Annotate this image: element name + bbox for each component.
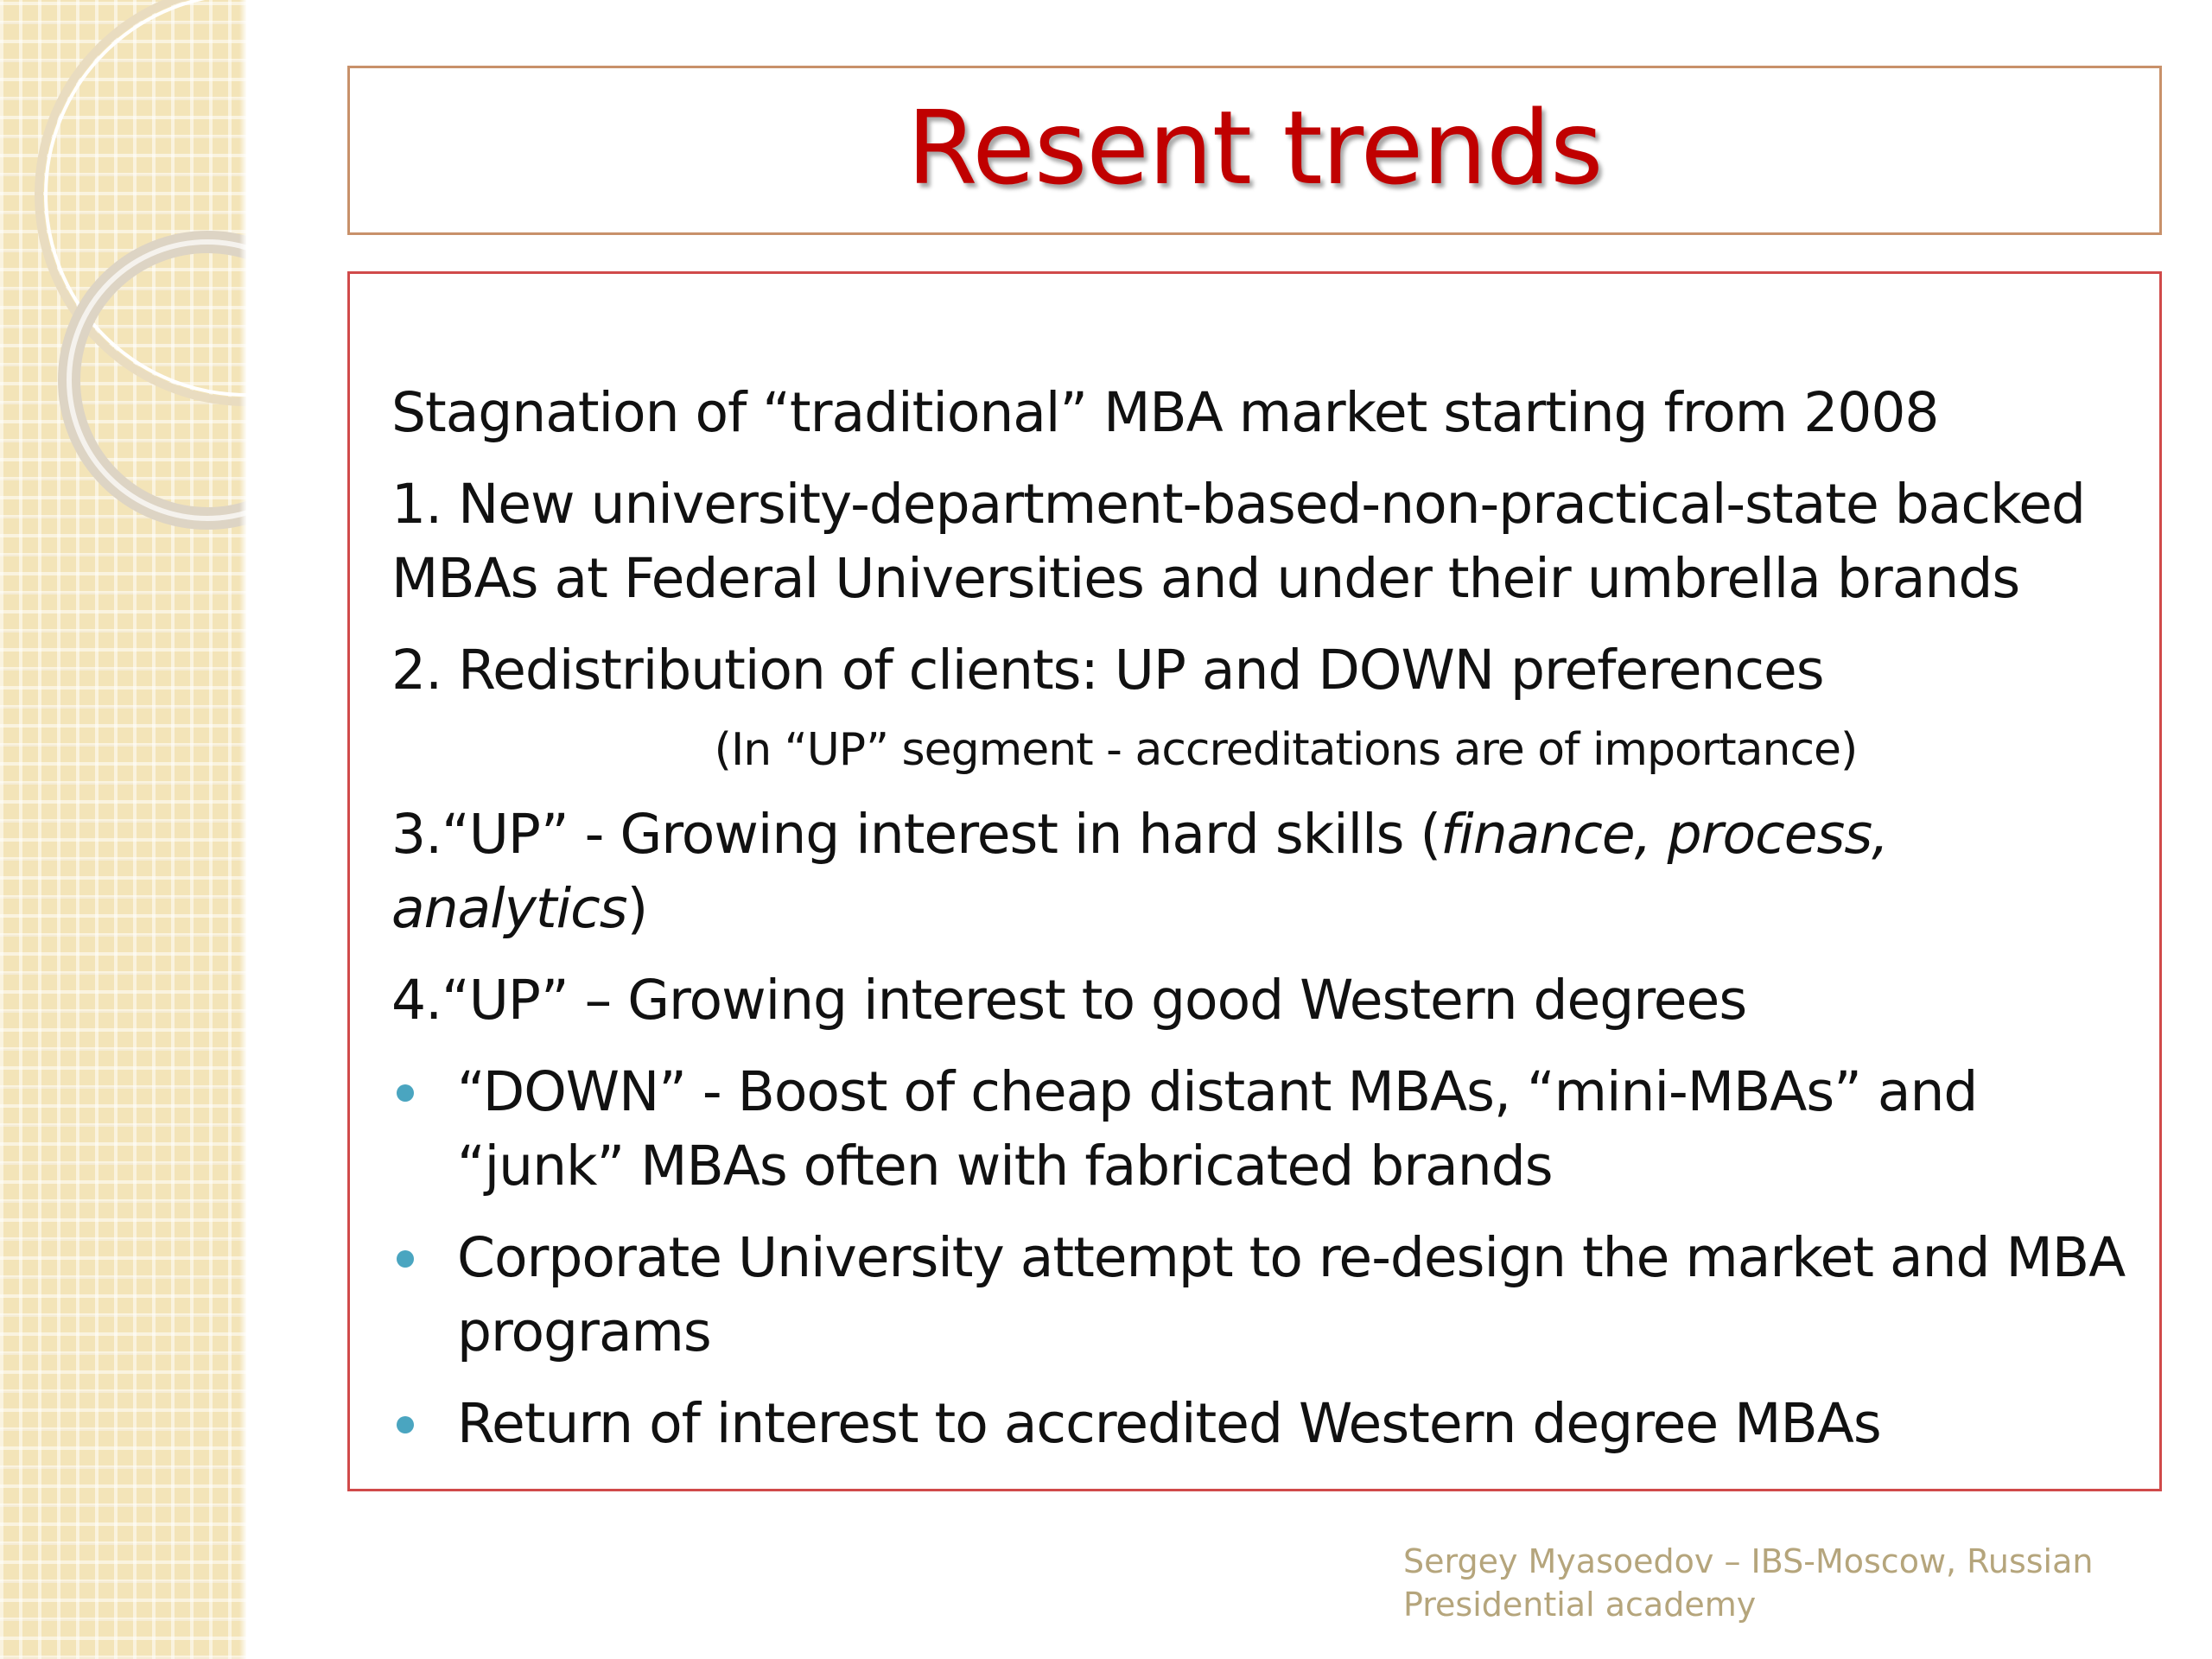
- content-line: 4.“UP” – Growing interest to good Wester…: [391, 969, 1747, 1032]
- title-box: Resent trends: [347, 66, 2162, 235]
- footer-line: Presidential academy: [1403, 1586, 1757, 1624]
- content-line-part: ): [626, 877, 649, 940]
- bullet-item: “DOWN” - Boost of cheap distant MBAs, “m…: [391, 1055, 2145, 1204]
- slide-title: Resent trends: [906, 88, 1604, 207]
- bullet-icon: [397, 1084, 414, 1102]
- content-line-part: 3.“UP” - Growing interest in hard skills…: [391, 803, 1441, 866]
- content-box: Stagnation of “traditional” MBA market s…: [347, 271, 2162, 1491]
- slide-footer: Sergey Myasoedov – IBS-Moscow, Russian P…: [1403, 1540, 2146, 1626]
- bullet-icon: [397, 1416, 414, 1433]
- bullet-item: Return of interest to accredited Western…: [391, 1387, 2145, 1461]
- decorative-rings: [35, 0, 246, 530]
- content-line: 3.“UP” - Growing interest in hard skills…: [391, 798, 2145, 946]
- bullet-text: Corporate University attempt to re-desig…: [457, 1226, 2126, 1363]
- slide-content: Stagnation of “traditional” MBA market s…: [391, 376, 2145, 1478]
- content-line: Stagnation of “traditional” MBA market s…: [391, 381, 1940, 444]
- bullet-item: Corporate University attempt to re-desig…: [391, 1221, 2145, 1370]
- content-line: 1. New university-department-based-non-p…: [391, 473, 2086, 610]
- decorative-side-strip: [0, 0, 246, 1659]
- bullet-text: Return of interest to accredited Western…: [457, 1392, 1882, 1455]
- content-line-italic: finance, process, analytics: [391, 803, 1889, 940]
- content-line: 2. Redistribution of clients: UP and DOW…: [391, 639, 1825, 702]
- bullet-text: “DOWN” - Boost of cheap distant MBAs, “m…: [457, 1060, 1978, 1198]
- content-note: (In “UP” segment - accreditations are of…: [714, 724, 1859, 776]
- bullet-icon: [397, 1250, 414, 1268]
- footer-line: Sergey Myasoedov – IBS-Moscow, Russian: [1403, 1542, 2094, 1580]
